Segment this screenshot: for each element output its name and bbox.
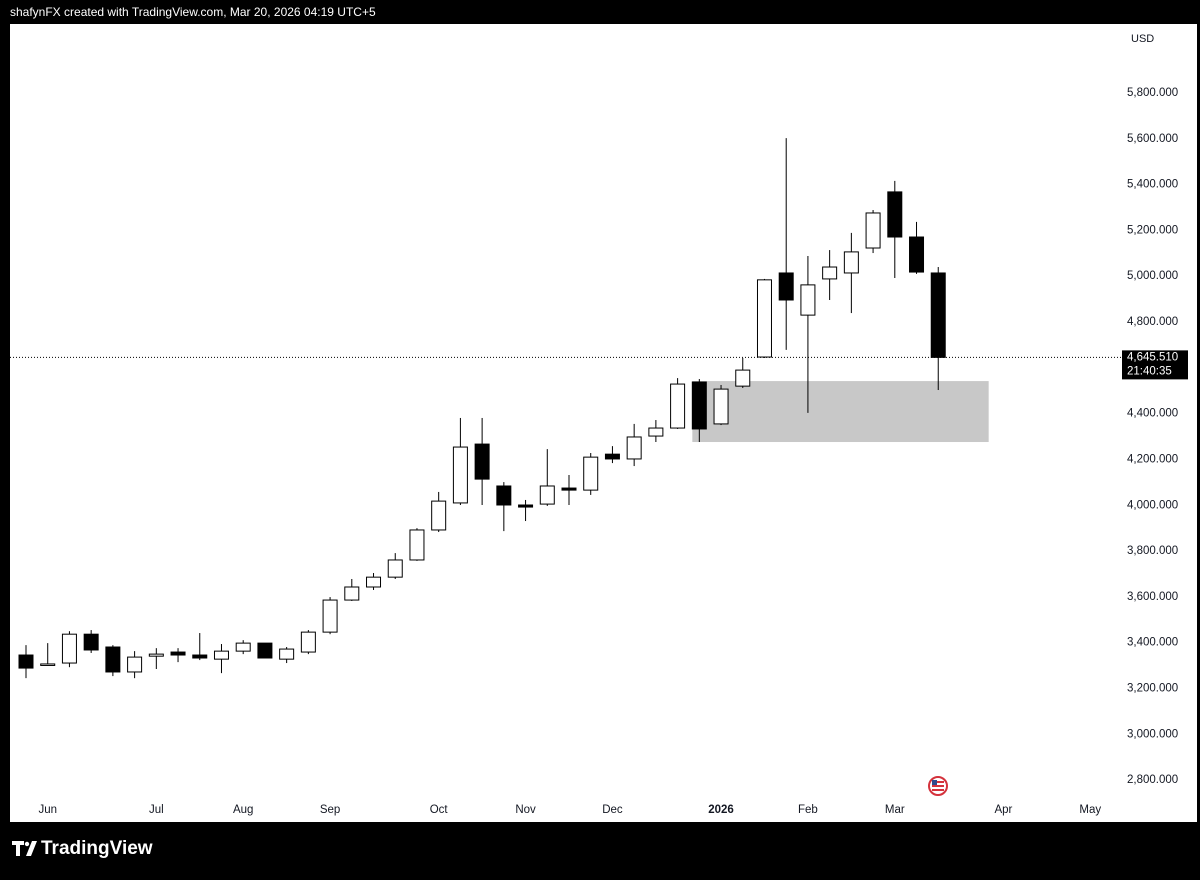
y-tick-label: 3,000.000 bbox=[1127, 728, 1178, 740]
currency: USD bbox=[1131, 33, 1154, 45]
x-tick-label: Dec bbox=[602, 804, 623, 816]
x-tick-label: Jun bbox=[38, 804, 57, 816]
y-tick-label: 4,400.000 bbox=[1127, 408, 1178, 420]
y-tick-label: 3,600.000 bbox=[1127, 591, 1178, 603]
x-tick-label: Aug bbox=[233, 804, 253, 816]
candle-body-up bbox=[322, 599, 338, 633]
x-tick-label: Apr bbox=[994, 804, 1012, 816]
y-tick-label: 5,800.000 bbox=[1127, 87, 1178, 99]
y-tick-label: 5,600.000 bbox=[1127, 133, 1178, 145]
candle-body-up bbox=[127, 656, 143, 673]
candle-body-down bbox=[691, 381, 707, 430]
y-tick-label: 4,000.000 bbox=[1127, 499, 1178, 511]
candle-body-down bbox=[192, 654, 208, 659]
candle-body-up bbox=[235, 642, 251, 652]
candle-body-down bbox=[496, 485, 512, 506]
candle-body-up bbox=[648, 427, 664, 437]
countdown: 21:40:35 bbox=[1127, 365, 1172, 377]
candle-body-up bbox=[626, 436, 642, 460]
candle-body-up bbox=[800, 284, 816, 316]
candle-body-down bbox=[170, 651, 186, 656]
y-tick-label: 3,400.000 bbox=[1127, 637, 1178, 649]
x-tick-label: May bbox=[1079, 804, 1101, 816]
candle-body-up bbox=[670, 383, 686, 429]
candle-body-up bbox=[148, 653, 164, 657]
x-tick-label: Mar bbox=[885, 804, 905, 816]
candle-body-up bbox=[756, 279, 772, 358]
candle-body-down bbox=[18, 654, 34, 669]
candle-body-up bbox=[300, 631, 316, 653]
candle-body-down bbox=[909, 236, 925, 273]
candle-body-up bbox=[843, 251, 859, 274]
y-tick-label: 2,800.000 bbox=[1127, 774, 1178, 786]
x-tick-label: Oct bbox=[430, 804, 449, 816]
x-tick-label: 2026 bbox=[708, 804, 734, 816]
candle-body-up bbox=[865, 212, 881, 249]
last-price-box bbox=[1122, 350, 1188, 380]
header-text: shafynFX created with TradingView.com, M… bbox=[10, 5, 376, 19]
candle-body-up bbox=[431, 500, 447, 531]
x-tick-label: Jul bbox=[149, 804, 164, 816]
candle-body-down bbox=[604, 453, 620, 460]
candle-body-up bbox=[366, 576, 382, 588]
candle-body-up bbox=[344, 586, 360, 601]
y-tick-label: 5,400.000 bbox=[1127, 179, 1178, 191]
candle-body-up bbox=[539, 485, 555, 505]
chart-area bbox=[10, 24, 1197, 822]
candle-body-up bbox=[583, 456, 599, 491]
candle-body-down bbox=[778, 272, 794, 301]
flag-icon bbox=[928, 776, 948, 796]
y-tick-label: 3,800.000 bbox=[1127, 545, 1178, 557]
candle-body-up bbox=[713, 388, 729, 425]
candle-body-up bbox=[61, 633, 77, 664]
last-price-label: 4,645.510 bbox=[1127, 351, 1178, 363]
y-tick-label: 4,200.000 bbox=[1127, 453, 1178, 465]
candle-body-up bbox=[213, 650, 229, 660]
x-tick-label: Sep bbox=[320, 804, 340, 816]
y-tick-label: 3,200.000 bbox=[1127, 682, 1178, 694]
y-tick-label: 5,200.000 bbox=[1127, 224, 1178, 236]
candle-body-down bbox=[518, 504, 534, 508]
x-tick-label: Nov bbox=[515, 804, 536, 816]
y-tick-label: 5,000.000 bbox=[1127, 270, 1178, 282]
candle-body-up bbox=[409, 529, 425, 561]
plot: 2,800.000 3,000.000 3,200.000 3,400.000 3,60… bbox=[10, 87, 1188, 816]
candle-body-down bbox=[83, 633, 99, 651]
candle-body-up bbox=[452, 446, 468, 504]
candle-body-down bbox=[474, 443, 490, 480]
x-tick-label: Feb bbox=[798, 804, 818, 816]
candle-body-down bbox=[257, 642, 273, 659]
price-zone bbox=[692, 381, 989, 443]
candle-body-down bbox=[887, 191, 903, 238]
candle-body-up bbox=[735, 369, 751, 387]
candle-body-down bbox=[930, 272, 946, 358]
candle-body-down bbox=[105, 646, 121, 673]
candle-body-up bbox=[279, 648, 295, 660]
candle-body-up bbox=[387, 559, 403, 578]
brand-name: TradingView bbox=[41, 838, 153, 859]
y-tick-label: 4,800.000 bbox=[1127, 316, 1178, 328]
candle-body-down bbox=[561, 487, 577, 491]
brand-logo bbox=[12, 841, 37, 856]
candle-body-up bbox=[822, 266, 838, 280]
candle-body-up bbox=[40, 663, 56, 666]
